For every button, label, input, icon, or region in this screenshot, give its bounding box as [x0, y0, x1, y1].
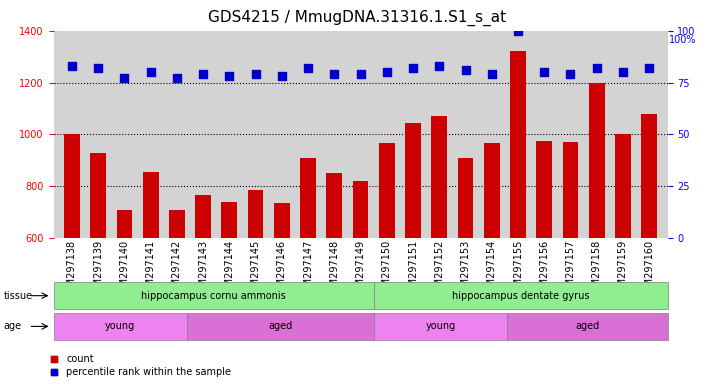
Text: percentile rank within the sample: percentile rank within the sample [66, 367, 231, 377]
Text: 100%: 100% [669, 35, 697, 45]
Point [486, 71, 498, 77]
Text: age: age [4, 321, 21, 331]
Bar [274, 203, 290, 384]
Point [197, 71, 208, 77]
Point [381, 69, 393, 75]
Point [250, 71, 261, 77]
Point [328, 71, 340, 77]
Text: count: count [66, 354, 94, 364]
Point [355, 71, 366, 77]
Bar [90, 152, 106, 384]
Bar [458, 158, 473, 384]
Point [460, 67, 471, 73]
Text: hippocampus dentate gyrus: hippocampus dentate gyrus [452, 291, 590, 301]
Point [302, 65, 313, 71]
Bar [248, 190, 263, 384]
Bar [431, 116, 447, 384]
Text: tissue: tissue [4, 291, 33, 301]
Bar [563, 142, 578, 384]
Bar [353, 181, 368, 384]
Bar [221, 202, 237, 384]
Bar [195, 195, 211, 384]
Bar [405, 123, 421, 384]
Bar [116, 210, 132, 384]
Text: young: young [426, 321, 456, 331]
Bar [326, 173, 342, 384]
Bar [300, 158, 316, 384]
Point [223, 73, 235, 79]
Text: hippocampus cornu ammonis: hippocampus cornu ammonis [141, 291, 286, 301]
Point [92, 65, 104, 71]
Bar [536, 141, 552, 384]
Bar [169, 210, 185, 384]
Point [276, 73, 288, 79]
Point [591, 65, 603, 71]
Bar [143, 172, 159, 384]
Bar [589, 83, 605, 384]
Bar [379, 144, 395, 384]
Text: GDS4215 / MmugDNA.31316.1.S1_s_at: GDS4215 / MmugDNA.31316.1.S1_s_at [208, 10, 506, 26]
Point [643, 65, 655, 71]
Point [565, 71, 576, 77]
Bar [510, 51, 526, 384]
Bar [615, 134, 631, 384]
Bar [484, 144, 500, 384]
Point [145, 69, 156, 75]
Point [171, 75, 183, 81]
Point [408, 65, 419, 71]
Point [513, 28, 524, 34]
Bar [641, 114, 657, 384]
Text: young: young [105, 321, 136, 331]
Point [433, 63, 445, 69]
Point [66, 63, 78, 69]
Text: aged: aged [268, 321, 293, 331]
Point [538, 69, 550, 75]
Point [119, 75, 130, 81]
Bar [64, 134, 80, 384]
Text: aged: aged [575, 321, 600, 331]
Point [618, 69, 629, 75]
